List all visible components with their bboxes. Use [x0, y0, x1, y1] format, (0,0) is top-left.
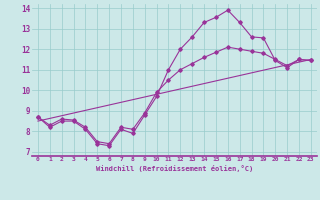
X-axis label: Windchill (Refroidissement éolien,°C): Windchill (Refroidissement éolien,°C)	[96, 165, 253, 172]
